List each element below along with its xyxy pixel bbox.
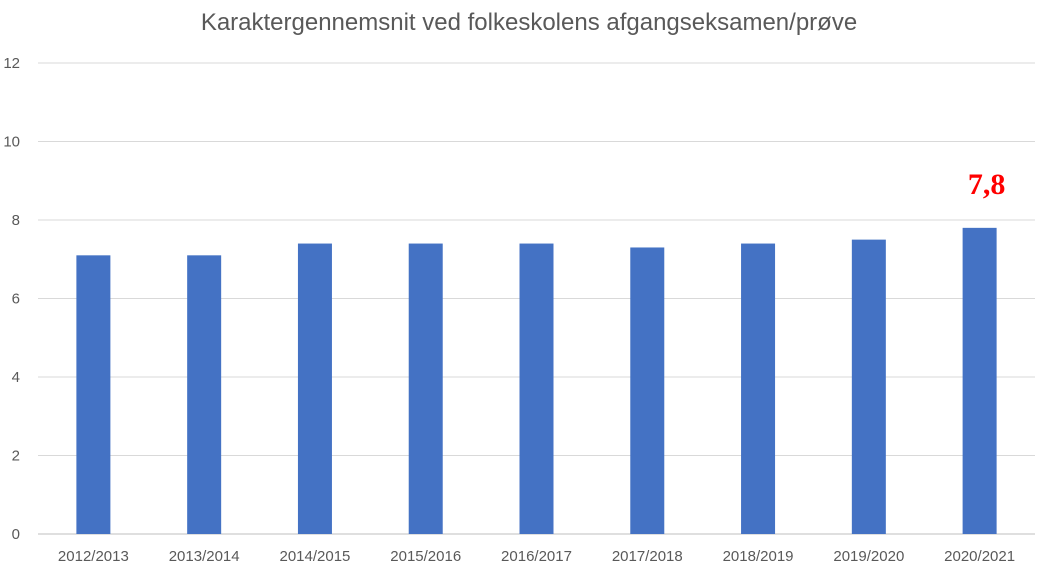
bar: [851, 239, 886, 534]
bar: [741, 243, 776, 535]
bar: [408, 243, 443, 535]
bar: [76, 255, 111, 534]
bar: [519, 243, 554, 535]
x-tick-label: 2015/2016: [390, 548, 461, 565]
x-tick-label: 2017/2018: [612, 548, 683, 565]
y-axis: 0 2 4 6 8 10 12: [3, 55, 20, 543]
bar: [962, 227, 997, 534]
bars: [76, 227, 997, 535]
chart-title: Karaktergennemsnit ved folkeskolens afga…: [201, 9, 857, 36]
annotations: 7,8: [968, 168, 1006, 201]
x-tick-label: 2016/2017: [501, 548, 572, 565]
bar: [630, 247, 665, 534]
y-tick-label: 8: [12, 212, 20, 229]
data-label: 7,8: [968, 168, 1006, 201]
x-tick-label: 2018/2019: [723, 548, 794, 565]
y-tick-label: 2: [12, 448, 20, 465]
x-axis: 2012/2013 2013/2014 2014/2015 2015/2016 2016…: [58, 548, 1015, 565]
x-tick-label: 2020/2021: [944, 548, 1015, 565]
bar: [187, 255, 222, 534]
y-tick-label: 6: [12, 291, 20, 308]
x-tick-label: 2012/2013: [58, 548, 129, 565]
y-tick-label: 12: [3, 55, 20, 72]
y-tick-label: 10: [3, 134, 20, 151]
y-tick-label: 4: [12, 369, 20, 386]
x-tick-label: 2013/2014: [169, 548, 240, 565]
y-tick-label: 0: [12, 526, 20, 543]
x-tick-label: 2014/2015: [279, 548, 350, 565]
x-tick-label: 2019/2020: [833, 548, 904, 565]
bar: [297, 243, 332, 535]
